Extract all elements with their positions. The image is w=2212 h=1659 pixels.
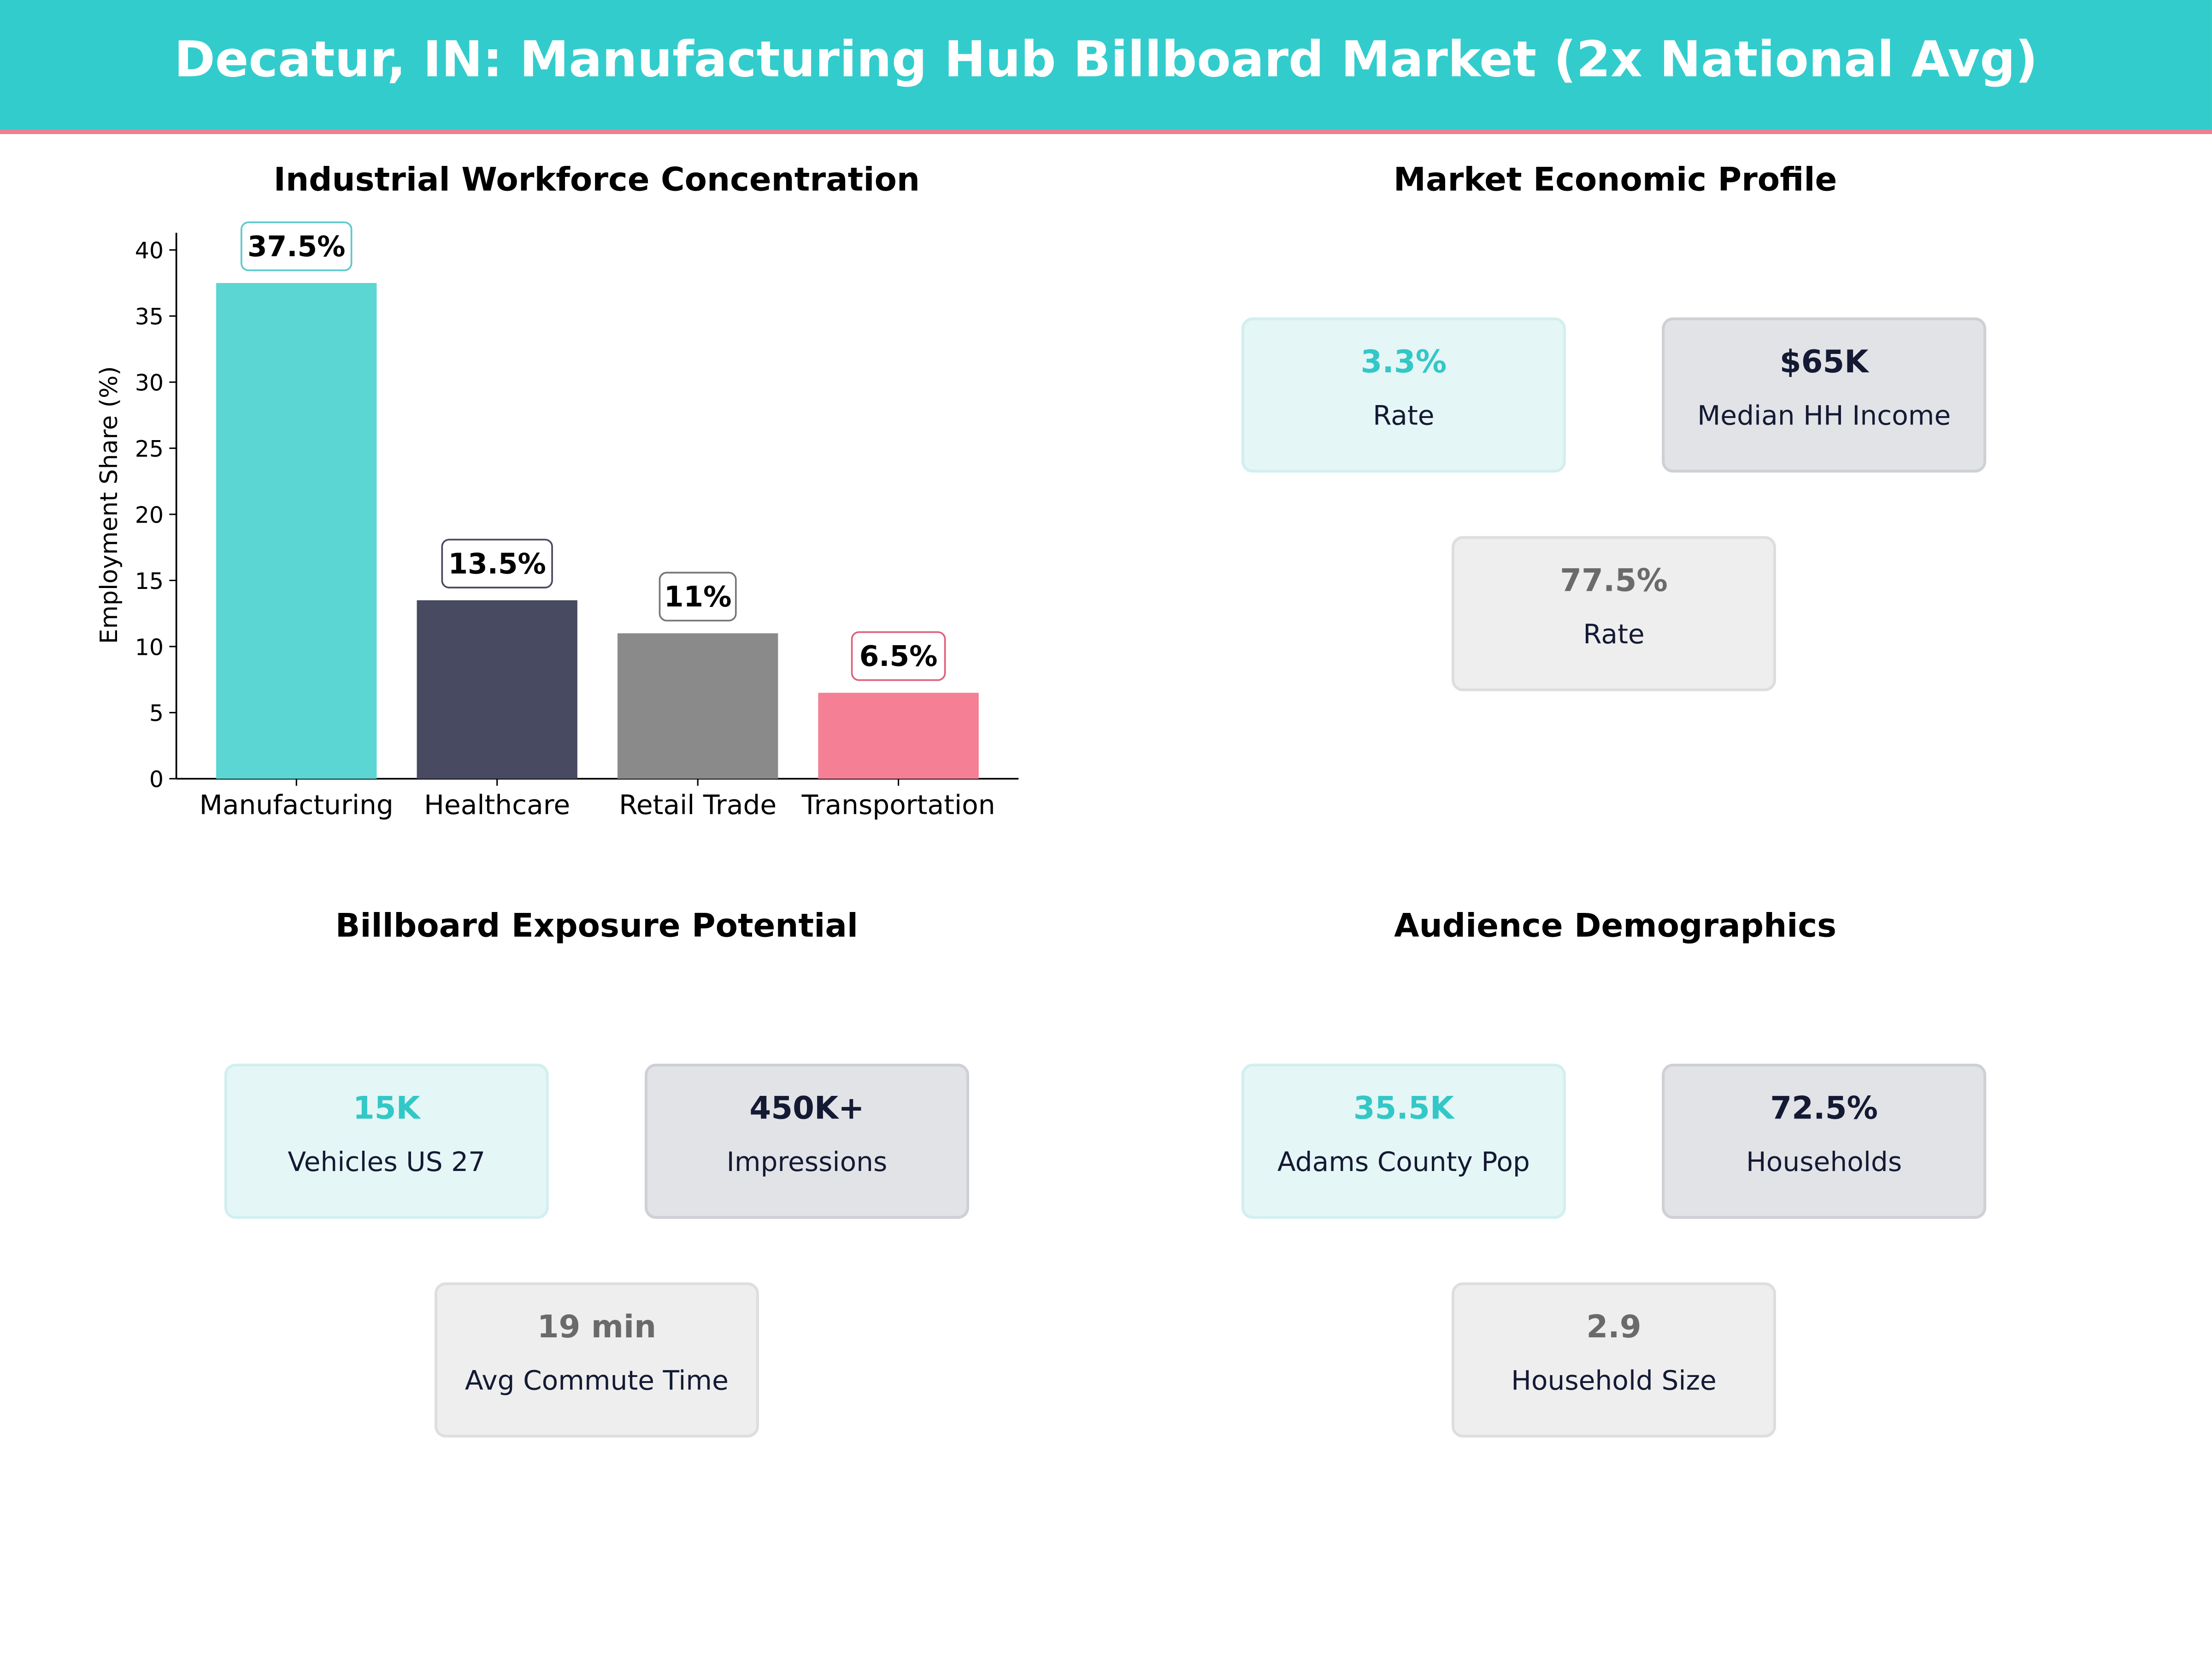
- metric-card-rate-2: 77.5% Rate: [1451, 536, 1777, 691]
- metric-value: 35.5K: [1353, 1092, 1454, 1127]
- y-tick-label: 5: [149, 700, 164, 727]
- metric-label: Adams County Pop: [1277, 1147, 1530, 1178]
- x-tick-label: Healthcare: [424, 789, 570, 820]
- metric-label: Rate: [1583, 619, 1645, 651]
- data-label: 37.5%: [247, 230, 345, 263]
- x-tick-label: Manufacturing: [200, 789, 394, 820]
- metric-value: 2.9: [1586, 1310, 1641, 1346]
- metric-label: Rate: [1373, 400, 1435, 432]
- metric-value: 15K: [353, 1092, 420, 1127]
- metric-label: Household Size: [1511, 1365, 1717, 1397]
- metric-card-impressions: 450K+ Impressions: [644, 1064, 970, 1219]
- y-tick-label: 0: [149, 766, 164, 793]
- metric-label: Vehicles US 27: [288, 1147, 486, 1178]
- y-tick-label: 30: [135, 370, 164, 396]
- data-label-box: [441, 539, 553, 588]
- exposure-panel-title: Billboard Exposure Potential: [335, 908, 858, 946]
- y-tick-label: 15: [135, 568, 164, 594]
- bar: [617, 633, 778, 779]
- metric-value: 72.5%: [1770, 1092, 1878, 1127]
- demographics-panel-title: Audience Demographics: [1394, 908, 1837, 946]
- data-label: 6.5%: [859, 640, 938, 673]
- metric-card-households: 72.5% Households: [1662, 1064, 1987, 1219]
- bar: [417, 600, 577, 779]
- metric-card-commute: 19 min Avg Commute Time: [434, 1282, 759, 1438]
- y-tick-label: 10: [135, 634, 164, 660]
- x-tick-label: Transportation: [801, 789, 995, 820]
- y-tick-label: 20: [135, 502, 164, 528]
- metric-label: Median HH Income: [1697, 400, 1951, 432]
- metric-label: Households: [1746, 1147, 1902, 1178]
- data-label-box: [659, 571, 737, 622]
- data-label-box: [241, 221, 353, 271]
- metric-value: 450K+: [749, 1092, 865, 1127]
- metric-card-median-hh-income: $65K Median HH Income: [1662, 317, 1987, 473]
- bar: [818, 693, 979, 779]
- metric-card-county-pop: 35.5K Adams County Pop: [1241, 1064, 1566, 1219]
- page-title: Decatur, IN: Manufacturing Hub Billboard…: [174, 32, 2038, 89]
- metric-value: $65K: [1779, 345, 1869, 381]
- metric-value: 19 min: [537, 1310, 657, 1346]
- workforce-panel-title: Industrial Workforce Concentration: [273, 162, 920, 199]
- metric-label: Impressions: [726, 1147, 888, 1178]
- data-label: 11%: [664, 581, 732, 613]
- metric-card-household-size: 2.9 Household Size: [1451, 1282, 1777, 1438]
- y-tick-label: 40: [135, 238, 164, 264]
- metric-label: Avg Commute Time: [465, 1365, 729, 1397]
- x-tick-label: Retail Trade: [619, 789, 777, 820]
- header-banner: Decatur, IN: Manufacturing Hub Billboard…: [0, 0, 2212, 134]
- metric-value: 3.3%: [1360, 345, 1447, 381]
- y-axis-label: Employment Share (%): [95, 366, 123, 644]
- metric-card-vehicles: 15K Vehicles US 27: [224, 1064, 549, 1219]
- metric-card-rate: 3.3% Rate: [1241, 317, 1566, 473]
- data-label: 13.5%: [448, 547, 546, 580]
- economic-panel-title: Market Economic Profile: [1393, 162, 1837, 199]
- bar: [216, 283, 377, 779]
- metric-value: 77.5%: [1560, 564, 1668, 600]
- y-tick-label: 35: [135, 304, 164, 330]
- y-tick-label: 25: [135, 436, 164, 462]
- data-label-box: [851, 631, 946, 681]
- workforce-bar-chart: Employment Share (%) 0 5 10 15 20 25 30 35 40 Man…: [95, 221, 1019, 820]
